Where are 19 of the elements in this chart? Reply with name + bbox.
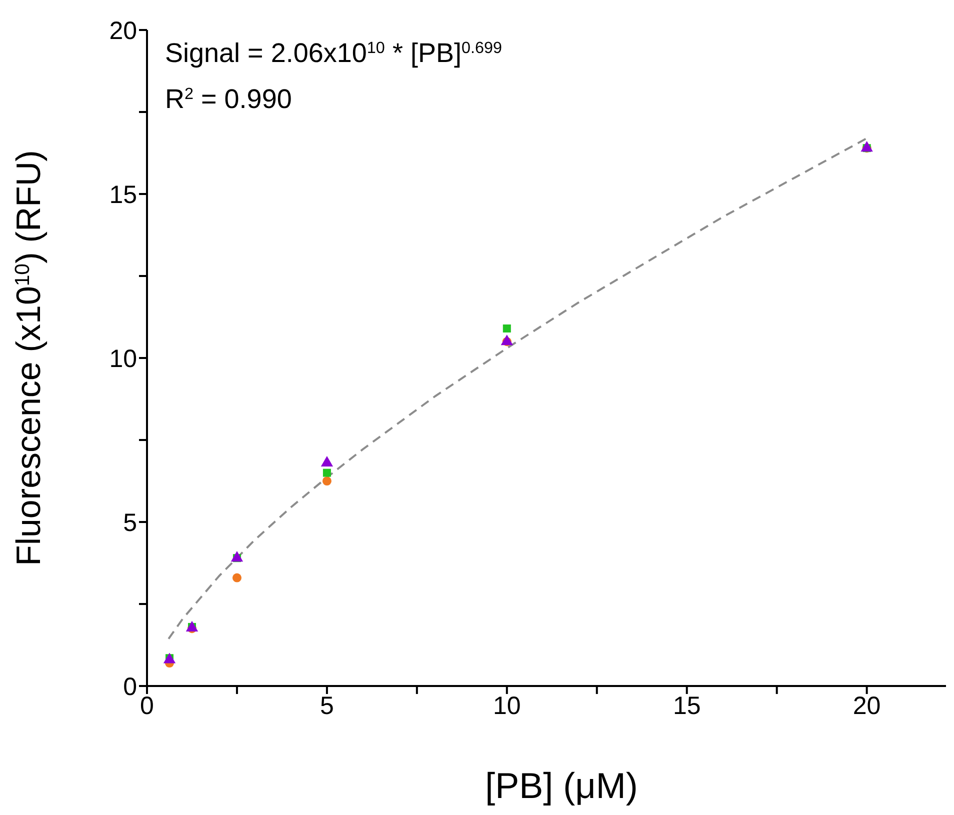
point (322, 476, 332, 486)
x-axis-title: [PB] (μM) (485, 765, 638, 806)
x-tick-label: 5 (320, 692, 334, 720)
line-series (168, 137, 868, 640)
x-tick-label: 10 (493, 692, 521, 720)
x-tick-label: 20 (852, 692, 881, 720)
y-tick-label: 20 (109, 16, 137, 45)
y-tick-label: 10 (109, 344, 137, 373)
y-tick-label: 0 (123, 672, 137, 701)
point (502, 324, 511, 332)
annotation: R$^{2}$ = 0.990 (165, 84, 292, 114)
point (322, 468, 331, 477)
y-tick-label: 15 (109, 180, 137, 209)
point (232, 573, 242, 582)
point (500, 334, 513, 346)
y-tick-label: 5 (123, 508, 137, 537)
annotation: Signal = 2.06x10$^{10}$ * [PB]$^{0.699}$ (165, 38, 502, 68)
x-tick-label: 15 (672, 692, 701, 720)
point (860, 141, 873, 152)
